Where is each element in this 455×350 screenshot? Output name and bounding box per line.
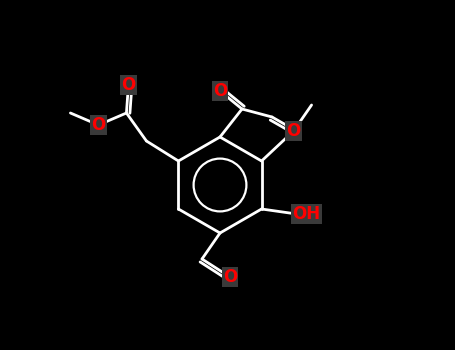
Text: O: O [121, 76, 136, 94]
Text: O: O [213, 82, 227, 100]
Text: O: O [287, 122, 301, 140]
Text: OH: OH [293, 205, 321, 223]
Text: O: O [91, 116, 106, 134]
Text: O: O [223, 268, 237, 286]
